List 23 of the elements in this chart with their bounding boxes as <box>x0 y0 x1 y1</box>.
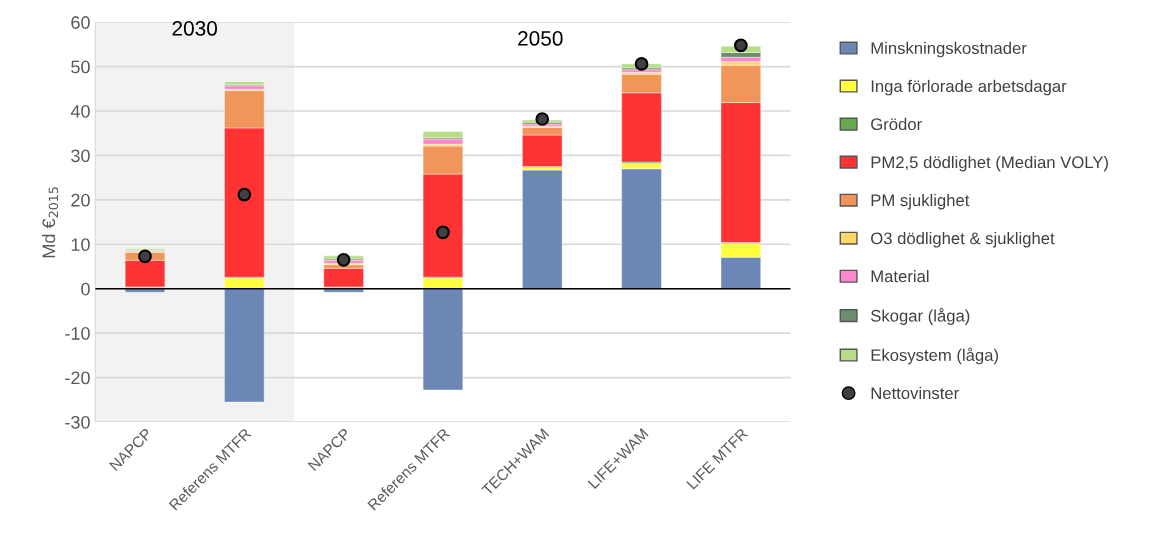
legend-label: Minskningskostnader <box>871 41 1027 58</box>
legend-label: O3 dödlighet & sjuklighet <box>871 231 1055 248</box>
y-tick-label: 10 <box>71 238 90 252</box>
legend-label: Inga förlorade arbetsdagar <box>871 79 1067 96</box>
legend-label: Grödor <box>871 117 922 131</box>
y-tick-label: 0 <box>81 282 90 296</box>
band-label: 2030 <box>172 21 218 36</box>
y-tick-label: -20 <box>65 371 90 385</box>
y-tick-label: 20 <box>71 193 90 207</box>
y-tick-label: 50 <box>71 60 90 74</box>
y-tick-label: 30 <box>71 149 90 163</box>
legend-label: PM sjuklighet <box>871 193 970 210</box>
y-tick-label: 40 <box>70 104 90 118</box>
y-axis-title: Md €$_{2015}$ <box>41 187 59 258</box>
legend-label: Nettovinster <box>871 386 959 400</box>
legend-label: PM2,5 dödlighet (Median VOLY) <box>871 155 1108 172</box>
y-tick-label: 60 <box>71 16 90 29</box>
annotation: 2050 <box>518 31 563 46</box>
legend-label: Skogar (låga) <box>871 308 970 325</box>
y-tick-label: -30 <box>65 415 90 429</box>
legend-label: Material <box>871 270 929 283</box>
y-tick-label: -10 <box>65 327 90 340</box>
legend-label: Ekosystem (låga) <box>871 347 998 365</box>
